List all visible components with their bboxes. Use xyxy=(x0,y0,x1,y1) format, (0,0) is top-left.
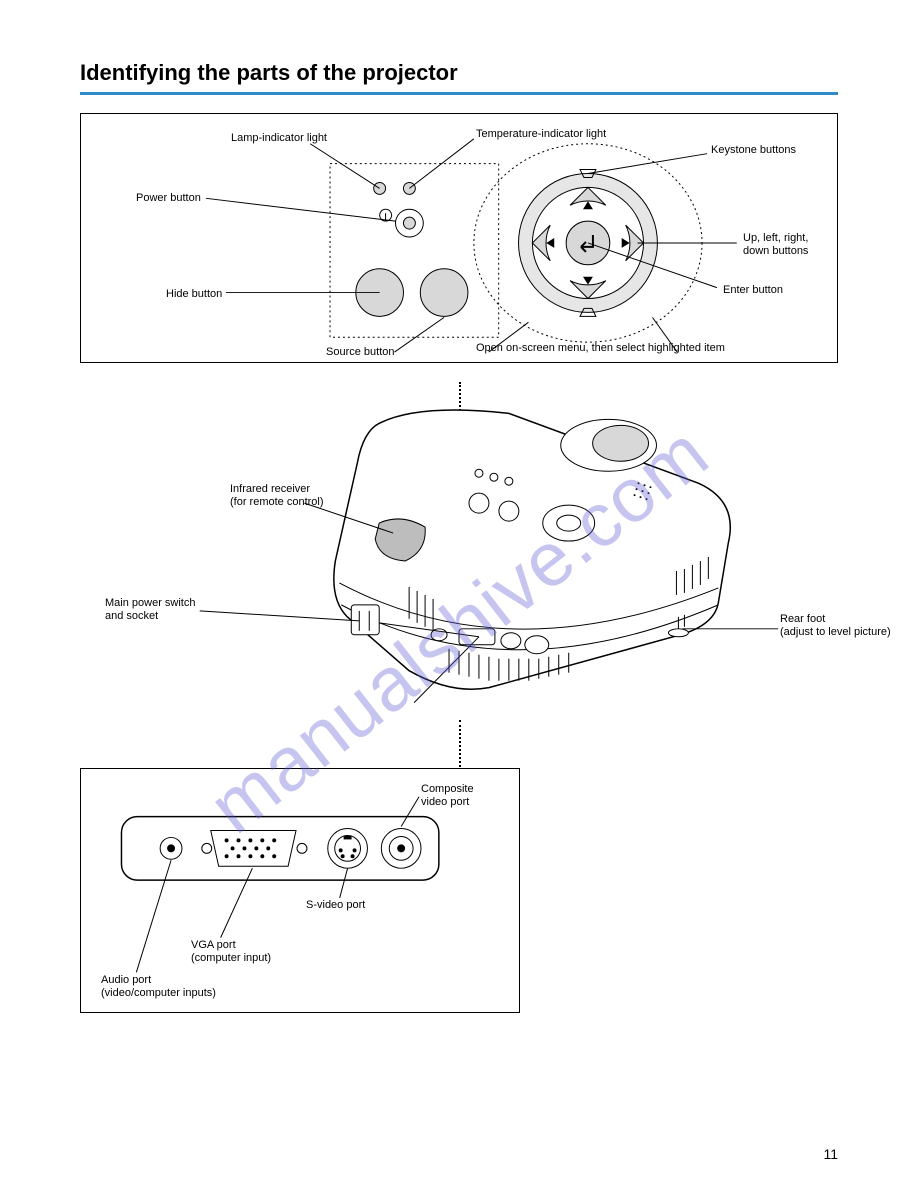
label-power-switch: Main power switch and socket xyxy=(105,597,195,622)
page-title: Identifying the parts of the projector xyxy=(80,60,838,86)
label-enter-button: Enter button xyxy=(723,284,783,297)
label-menu-function: Open on-screen menu, then select highlig… xyxy=(476,342,746,355)
label-dpad: Up, left, right, down buttons xyxy=(743,232,833,257)
top-panel-diagram: Lamp-indicator light Temperature-indicat… xyxy=(80,113,838,363)
title-rule xyxy=(80,92,838,95)
label-temp-indicator: Temperature-indicator light xyxy=(476,128,606,141)
label-svideo: S-video port xyxy=(306,899,365,912)
label-back-foot: Rear foot (adjust to level picture) xyxy=(780,613,891,638)
label-audio: Audio port (video/computer inputs) xyxy=(101,974,216,999)
label-composite: Composite video port xyxy=(421,783,474,808)
label-vga: VGA port (computer input) xyxy=(191,939,271,964)
label-source-button: Source button xyxy=(326,346,395,359)
label-receiver: Infrared receiver (for remote control) xyxy=(230,483,324,508)
label-keystone: Keystone buttons xyxy=(711,144,796,157)
label-hide-button: Hide button xyxy=(166,288,222,301)
label-lamp-indicator: Lamp-indicator light xyxy=(231,132,327,145)
page-number: 11 xyxy=(823,1146,838,1162)
label-power-button: Power button xyxy=(136,192,201,205)
projector-diagram: Infrared receiver (for remote control) M… xyxy=(80,373,838,743)
projector-drawing xyxy=(80,373,838,743)
rear-panel-diagram: Audio port (video/computer inputs) VGA p… xyxy=(80,768,520,1013)
